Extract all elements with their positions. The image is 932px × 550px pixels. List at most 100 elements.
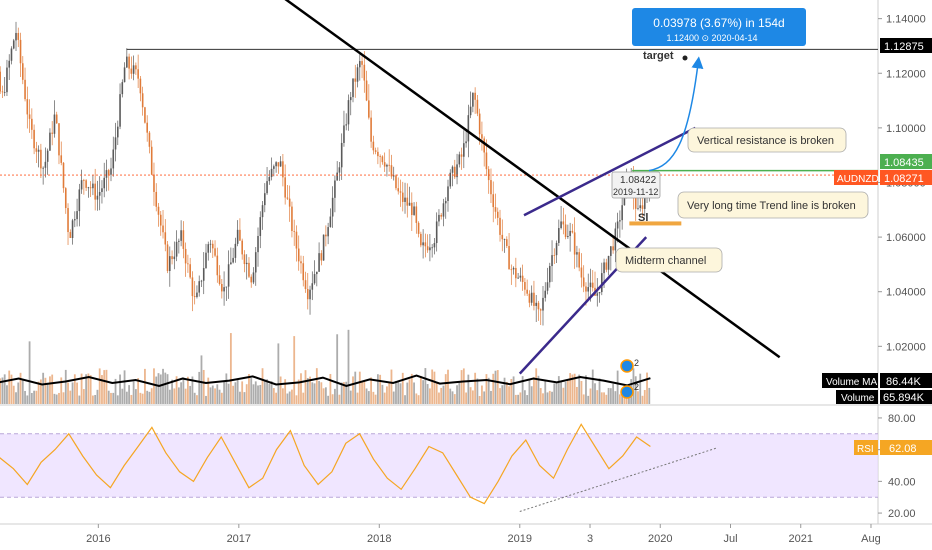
volume-ma-value: 86.44K: [886, 376, 922, 388]
callout-trend-line[interactable]: Very long time Trend line is broken: [677, 191, 869, 219]
volume-bar: [162, 368, 164, 404]
candle-body: [370, 117, 372, 142]
candle-body: [288, 198, 291, 207]
candle-body: [508, 246, 510, 270]
stoploss-zone[interactable]: [629, 221, 682, 226]
candle-body: [306, 289, 309, 300]
alert-icon-2[interactable]: 2: [620, 382, 639, 399]
candle-body: [254, 252, 257, 273]
target-point-icon[interactable]: [682, 55, 688, 61]
volume-bar: [589, 388, 592, 404]
volume-bar: [67, 382, 69, 404]
volume-bar: [526, 395, 529, 404]
candle-body: [496, 211, 499, 218]
volume-bar: [189, 385, 192, 404]
volume-bar: [121, 388, 124, 404]
candle-body: [74, 219, 76, 221]
volume-bar: [352, 376, 354, 404]
rsi-trendline[interactable]: [519, 447, 717, 512]
volume-bar: [530, 386, 533, 404]
volume-bar: [395, 380, 397, 404]
volume-bar: [580, 380, 583, 404]
measure-tooltip[interactable]: 0.03978 (3.67%) in 154d 1.12400 ⊙ 2020-0…: [632, 8, 806, 46]
candle-body: [444, 200, 447, 204]
volume-bar: [211, 385, 214, 404]
candle-body: [162, 225, 164, 233]
candle-body: [173, 256, 176, 260]
volume-bar: [596, 390, 599, 404]
candle-body: [3, 92, 6, 93]
candle-body: [6, 67, 8, 93]
callout-midterm[interactable]: Midterm channel: [615, 247, 723, 273]
volume-bar: [49, 376, 51, 404]
volume-bar: [300, 373, 302, 404]
candle-body: [641, 205, 644, 209]
volume-ma-line: [0, 374, 651, 388]
candle-body: [83, 180, 85, 181]
volume-bar: [503, 377, 506, 404]
candle-body: [291, 206, 293, 231]
candle-body: [320, 253, 323, 261]
volume-bar: [10, 374, 13, 404]
candle-body: [234, 243, 237, 258]
candle-body: [198, 281, 201, 293]
volume-bar: [223, 381, 225, 404]
candle-body: [31, 118, 33, 130]
alert-icon-1[interactable]: 2: [620, 358, 639, 373]
volume-bar: [107, 390, 110, 404]
volume-bar: [110, 392, 112, 404]
volume-bar: [196, 395, 198, 404]
volume-bar: [616, 370, 619, 404]
volume-bar: [431, 369, 434, 404]
channel-upper-line[interactable]: [523, 126, 696, 217]
candle-body: [286, 197, 289, 199]
volume-bar: [51, 374, 54, 404]
volume-bar: [408, 379, 411, 404]
candle-body: [209, 243, 212, 245]
time-tick-label: 2017: [227, 533, 251, 545]
volume-bar: [24, 390, 26, 404]
volume-bar: [144, 368, 146, 404]
long-trendline[interactable]: [162, 0, 781, 359]
volume-bar: [494, 370, 497, 404]
candle-body: [227, 264, 230, 287]
volume-bar: [539, 388, 542, 404]
volume-label: Volume: [841, 393, 875, 404]
candle-body: [460, 154, 463, 157]
candle-body: [89, 187, 92, 189]
candle-body: [546, 282, 549, 291]
candle-body: [297, 248, 300, 262]
volume-bar: [327, 395, 330, 404]
candle-body: [42, 167, 44, 169]
volume-bar: [585, 375, 587, 404]
candle-body: [21, 63, 24, 80]
candle-body: [76, 211, 78, 220]
volume-ma-label: Volume MA: [826, 377, 877, 388]
candle-body: [429, 247, 431, 251]
volume-bar: [449, 388, 452, 404]
rsi-tick-label: 40.00: [888, 476, 916, 488]
candle-body: [463, 143, 465, 157]
candle-body: [589, 282, 592, 288]
volume-bar: [313, 383, 316, 404]
candle-body: [259, 217, 262, 236]
candle-body: [295, 231, 298, 249]
point-price-text: 1.08422: [620, 175, 657, 186]
candle-body: [40, 149, 42, 169]
volume-bar: [578, 374, 581, 404]
candle-body: [53, 114, 56, 134]
callout-vertical-resistance[interactable]: Vertical resistance is broken: [687, 127, 847, 153]
candle-body: [519, 275, 522, 278]
candle-body: [248, 262, 250, 277]
projection-path[interactable]: [648, 56, 704, 172]
candle-body: [343, 125, 345, 143]
point-callout[interactable]: 1.08422 2019-11-12: [611, 171, 661, 199]
candle-body: [58, 123, 60, 156]
candle-body: [598, 292, 601, 294]
volume-bar: [566, 381, 569, 404]
volume-bar: [76, 382, 78, 404]
volume-bar: [315, 368, 318, 404]
candle-body: [12, 40, 15, 49]
candle-body: [130, 68, 133, 74]
